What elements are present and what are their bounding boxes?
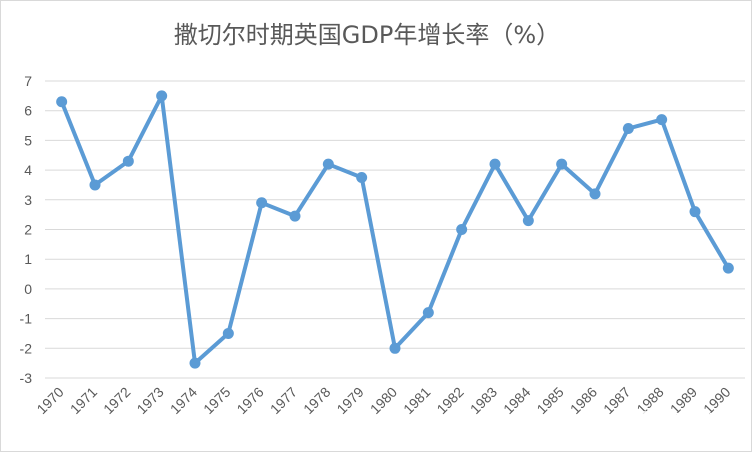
data-point [656,114,668,126]
data-point [422,307,434,319]
data-point [122,155,134,167]
x-tick-label: 1981 [400,384,433,417]
x-tick-label: 1972 [100,384,133,417]
data-point [222,327,234,339]
y-tick-label: -2 [20,340,33,356]
data-point [256,197,268,209]
data-point [722,262,734,274]
x-tick-label: 1984 [500,384,533,417]
watermark: 环球星球 Chi na2uk [637,411,727,453]
x-tick-label: 1985 [533,384,566,417]
data-point [689,206,701,218]
x-tick-label: 1971 [67,384,100,417]
x-tick-label: 1977 [267,384,300,417]
x-tick-label: 1976 [233,384,266,417]
data-point [289,210,301,222]
x-tick-label: 1970 [33,384,66,417]
chart-title: 撒切尔时期英国GDP年增长率（%） [174,21,560,49]
data-point [556,158,568,170]
y-tick-label: 6 [24,103,32,119]
y-tick-label: 2 [24,222,32,238]
x-tick-label: 1983 [467,384,500,417]
x-tick-label: 1980 [367,384,400,417]
x-tick-label: 1987 [600,384,633,417]
y-tick-label: 0 [24,281,32,297]
y-tick-label: 5 [24,132,32,148]
x-axis-ticks: 1970 1971 1972 1973 1974 1975 1976 1977 1978 1979… [33,384,733,417]
data-point [322,158,334,170]
watermark-text: 环球星球 [658,411,726,431]
data-point [589,188,601,200]
x-tick-label: 1975 [200,384,233,417]
data-point [489,158,501,170]
data-point [156,90,168,102]
y-tick-label: -1 [20,311,33,327]
data-point [89,179,101,191]
data-points [56,90,734,369]
y-tick-label: 3 [24,192,32,208]
y-tick-label: 4 [24,162,32,178]
y-tick-label: 7 [24,73,32,89]
x-tick-label: 1978 [300,384,333,417]
data-point [189,357,201,369]
data-point [456,224,468,235]
data-point [522,215,534,227]
data-point [56,96,68,108]
x-tick-label: 1986 [567,384,600,417]
x-tick-label: 1973 [133,384,166,417]
data-point [622,123,634,135]
x-tick-label: 1974 [167,384,200,417]
data-point [356,172,368,184]
x-tick-label: 1979 [333,384,366,417]
x-tick-label: 1982 [433,384,466,417]
watermark-logo-icon [637,411,653,427]
watermark-subtext: Chi na2uk [641,433,727,453]
y-axis-ticks: 7 6 5 4 3 2 1 0 -1 -2 -3 [20,73,33,386]
y-tick-label: -3 [20,370,33,386]
data-point [389,342,401,354]
y-tick-label: 1 [24,251,32,267]
